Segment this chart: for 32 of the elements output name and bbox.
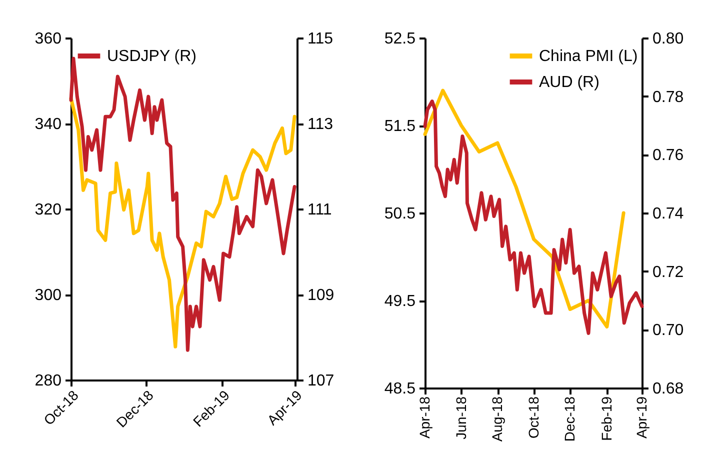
legend-label: China PMI (L) bbox=[539, 48, 638, 65]
y2-tick-label: 107 bbox=[308, 372, 334, 390]
x-tick-label: Apr-19 bbox=[634, 396, 650, 439]
y-tick-label: 52.5 bbox=[384, 30, 416, 48]
y-tick-label: 49.5 bbox=[384, 293, 416, 310]
x-tick-label: Jun-18 bbox=[452, 396, 469, 440]
y2-tick-label: 0.70 bbox=[652, 322, 684, 340]
y-tick-label: 340 bbox=[34, 116, 62, 133]
y-tick-label: 280 bbox=[34, 372, 62, 390]
y2-tick-label: 0.74 bbox=[652, 206, 684, 222]
y2-tick-label: 109 bbox=[308, 287, 334, 304]
y-tick-label: 51.5 bbox=[384, 118, 416, 135]
x-tick-label: Feb-19 bbox=[598, 396, 614, 441]
y-tick-label: 50.5 bbox=[384, 206, 416, 222]
y2-tick-label: 111 bbox=[308, 202, 332, 218]
x-tick-label: Apr-18 bbox=[416, 396, 432, 439]
y2-tick-label: 113 bbox=[308, 116, 334, 133]
legend-label: AUD (R) bbox=[539, 74, 600, 91]
x-tick-label: Oct-18 bbox=[525, 396, 542, 439]
y2-tick-label: 0.78 bbox=[652, 88, 684, 106]
y-tick-label: 300 bbox=[34, 287, 62, 304]
x-tick-label: Aug-18 bbox=[489, 396, 506, 442]
y2-tick-label: 0.72 bbox=[652, 264, 684, 281]
y-tick-label: 320 bbox=[34, 202, 62, 218]
y2-tick-label: 0.80 bbox=[652, 30, 684, 48]
y-tick-label: 48.5 bbox=[384, 380, 416, 398]
x-tick-label: Dec-18 bbox=[562, 396, 578, 442]
y2-tick-label: 115 bbox=[308, 30, 334, 48]
y2-tick-label: 0.76 bbox=[652, 147, 684, 164]
y-tick-label: 360 bbox=[34, 30, 62, 48]
y2-tick-label: 0.68 bbox=[652, 380, 684, 398]
legend-label: USDJPY (R) bbox=[107, 48, 196, 65]
